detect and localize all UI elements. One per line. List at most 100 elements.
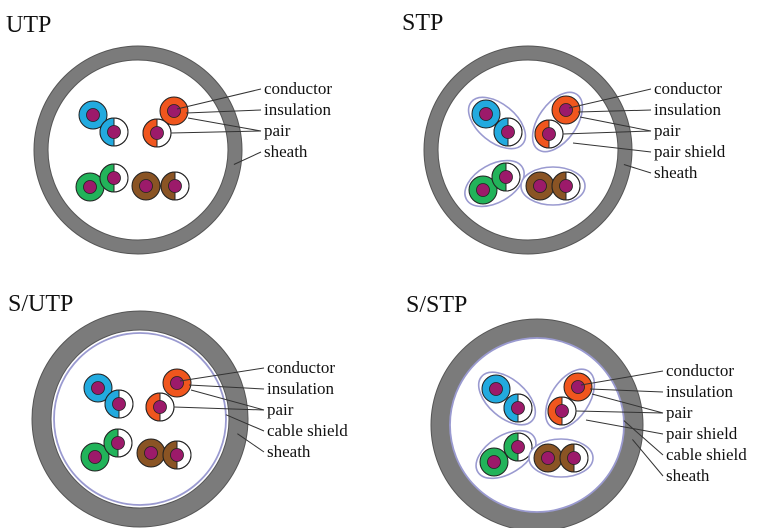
label-text: conductor xyxy=(654,79,722,98)
label-insulation: insulation xyxy=(188,379,335,398)
conductor xyxy=(88,450,102,464)
conductor xyxy=(107,125,121,139)
leader-line xyxy=(190,389,265,411)
conductor xyxy=(533,179,547,193)
wire-solid xyxy=(136,438,166,468)
panel-stp: STP conductor insulation pair pair shield she… xyxy=(402,10,726,255)
pair-green xyxy=(80,428,133,472)
label-text: pair xyxy=(264,121,291,140)
insulation-outline xyxy=(160,171,190,201)
pair-blue xyxy=(477,371,537,426)
conductor xyxy=(511,401,525,415)
conductor xyxy=(91,381,105,395)
insulation-stripe xyxy=(146,393,160,421)
pair-orange xyxy=(531,91,584,153)
insulation-stripe xyxy=(492,163,506,191)
insulation-stripe xyxy=(143,119,157,147)
insulation-stripe xyxy=(552,172,566,200)
wire-striped xyxy=(559,443,589,473)
insulation-stripe xyxy=(161,172,175,200)
wire-solid xyxy=(131,171,161,201)
sheath-ring xyxy=(431,319,643,528)
conductor xyxy=(150,126,164,140)
insulation-stripe xyxy=(535,120,549,148)
leader-line xyxy=(575,410,664,414)
conductor xyxy=(153,400,167,414)
conductor xyxy=(541,451,555,465)
sheath-inner-edge xyxy=(437,59,619,241)
insulation-outline xyxy=(493,117,523,147)
leader-line xyxy=(585,419,664,435)
leader-line xyxy=(188,384,265,390)
leader-line xyxy=(632,439,664,477)
sheath-inner-edge xyxy=(47,59,229,241)
label-sheath: sheath xyxy=(632,439,710,485)
label-pair: pair xyxy=(575,393,693,422)
insulation-outline xyxy=(99,117,129,147)
conductor xyxy=(559,103,573,117)
wire-solid xyxy=(551,95,581,125)
label-text: sheath xyxy=(267,442,311,461)
insulation-stripe xyxy=(560,444,574,472)
label-pair-shield: pair shield xyxy=(572,142,726,161)
label-text: insulation xyxy=(654,100,722,119)
sheath-ring xyxy=(424,46,632,254)
leader-line xyxy=(577,109,652,113)
label-conductor: conductor xyxy=(179,358,335,382)
wire-solid xyxy=(162,368,192,398)
wire-striped xyxy=(534,119,564,149)
pair-green xyxy=(475,429,537,480)
sheath-ring xyxy=(34,46,242,254)
label-conductor: conductor xyxy=(176,79,332,110)
wire-striped xyxy=(103,428,133,458)
wire-striped xyxy=(104,389,134,419)
conductor xyxy=(487,455,501,469)
leader-line xyxy=(572,142,652,153)
conductor xyxy=(501,125,515,139)
insulation-stripe xyxy=(105,390,119,418)
wire-solid xyxy=(471,99,501,129)
insulation-stripe xyxy=(504,433,518,461)
wire-striped xyxy=(551,171,581,201)
leader-line xyxy=(562,130,652,135)
panel-title: UTP xyxy=(6,12,51,38)
label-text: pair xyxy=(666,403,693,422)
label-sheath: sheath xyxy=(237,433,311,461)
leader-line xyxy=(187,117,262,132)
leader-line xyxy=(589,388,664,393)
wire-striped xyxy=(162,440,192,470)
insulation-outline xyxy=(104,389,134,419)
wire-striped xyxy=(99,163,129,193)
pair-brown xyxy=(520,166,586,206)
conductor xyxy=(511,440,525,454)
conductor xyxy=(170,448,184,462)
conductor xyxy=(83,180,97,194)
label-text: conductor xyxy=(264,79,332,98)
leader-line xyxy=(237,433,265,453)
insulation-outline xyxy=(503,393,533,423)
insulation-outline xyxy=(491,162,521,192)
insulation-stripe xyxy=(104,429,118,457)
label-pair: pair xyxy=(562,116,681,140)
wire-solid xyxy=(563,372,593,402)
label-text: insulation xyxy=(267,379,335,398)
conductor xyxy=(107,171,121,185)
wire-solid xyxy=(468,175,498,205)
label-pair: pair xyxy=(170,117,291,140)
conductor xyxy=(168,179,182,193)
conductor xyxy=(559,179,573,193)
conductor xyxy=(170,376,184,390)
pair-green xyxy=(75,163,129,202)
label-text: conductor xyxy=(666,361,734,380)
conductor xyxy=(111,436,125,450)
cable-shield xyxy=(449,337,625,513)
pair-orange xyxy=(142,96,189,148)
conductor xyxy=(112,397,126,411)
conductor xyxy=(499,170,513,184)
conductor xyxy=(139,179,153,193)
leader-line xyxy=(225,414,265,432)
conductor xyxy=(144,446,158,460)
conductor xyxy=(542,127,556,141)
wire-striped xyxy=(503,393,533,423)
